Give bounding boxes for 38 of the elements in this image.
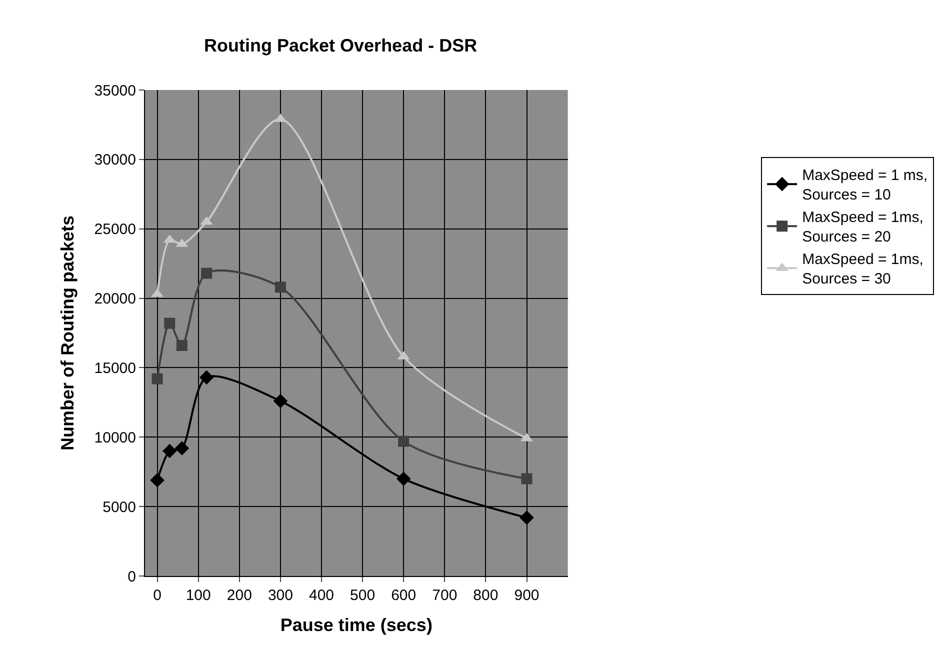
point bbox=[164, 318, 176, 329]
point bbox=[199, 370, 214, 385]
point bbox=[174, 441, 190, 456]
y-tick-label: 35000 bbox=[94, 82, 136, 100]
y-tick-label: 15000 bbox=[94, 360, 136, 377]
x-tick-label: 0 bbox=[153, 587, 162, 604]
x-tick-label: 500 bbox=[350, 587, 376, 604]
y-tick-label: 5000 bbox=[102, 498, 136, 516]
point bbox=[398, 436, 410, 447]
y-axis-title: Number of Routing packets bbox=[57, 215, 78, 451]
y-tick-label: 25000 bbox=[94, 221, 136, 238]
point bbox=[273, 394, 288, 408]
point bbox=[176, 340, 188, 351]
legend-label: MaxSpeed = 1ms, Sources = 20 bbox=[802, 209, 924, 246]
point bbox=[152, 373, 163, 384]
legend-label: MaxSpeed = 1ms, Sources = 30 bbox=[802, 251, 924, 288]
x-tick-label: 700 bbox=[432, 587, 458, 604]
x-tick-label: 200 bbox=[226, 587, 252, 604]
point bbox=[396, 472, 411, 486]
x-tick-label: 900 bbox=[514, 587, 540, 604]
point bbox=[274, 282, 286, 293]
x-tick-label: 600 bbox=[391, 587, 416, 604]
point bbox=[520, 510, 534, 525]
x-tick-label: 300 bbox=[268, 587, 293, 604]
x-axis-title: Pause time (secs) bbox=[280, 615, 432, 636]
point bbox=[162, 444, 177, 458]
x-tick-label: 400 bbox=[308, 587, 334, 604]
y-tick-label: 30000 bbox=[94, 152, 136, 169]
point bbox=[521, 473, 532, 484]
legend-label: MaxSpeed = 1 ms, Sources = 10 bbox=[802, 167, 928, 204]
y-tick-label: 10000 bbox=[94, 429, 136, 446]
y-tick-label: 20000 bbox=[94, 290, 136, 308]
point bbox=[201, 268, 212, 279]
chart-title: Routing Packet Overhead - DSR bbox=[204, 36, 478, 56]
y-tick-label: 0 bbox=[128, 568, 136, 586]
x-tick-label: 800 bbox=[473, 587, 498, 604]
point bbox=[150, 473, 164, 488]
x-tick-label: 100 bbox=[186, 587, 211, 604]
